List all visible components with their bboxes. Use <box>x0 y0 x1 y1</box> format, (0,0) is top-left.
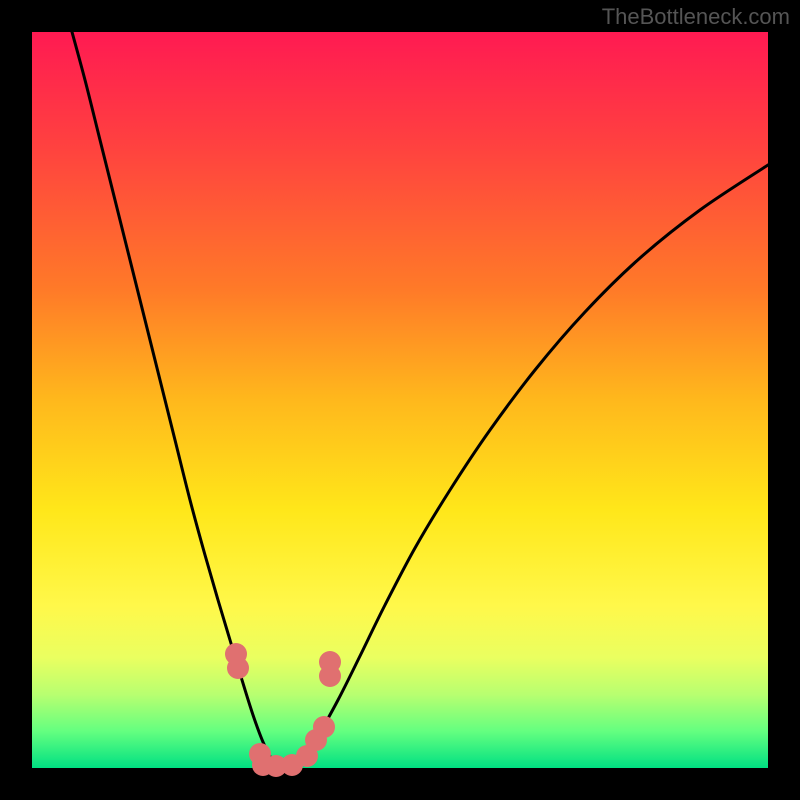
scatter-marker <box>227 657 249 679</box>
marker-layer <box>32 32 768 768</box>
chart-canvas: TheBottleneck.com <box>0 0 800 800</box>
plot-area <box>32 32 768 768</box>
scatter-marker <box>319 651 341 673</box>
watermark-text: TheBottleneck.com <box>602 4 790 30</box>
scatter-marker <box>313 716 335 738</box>
